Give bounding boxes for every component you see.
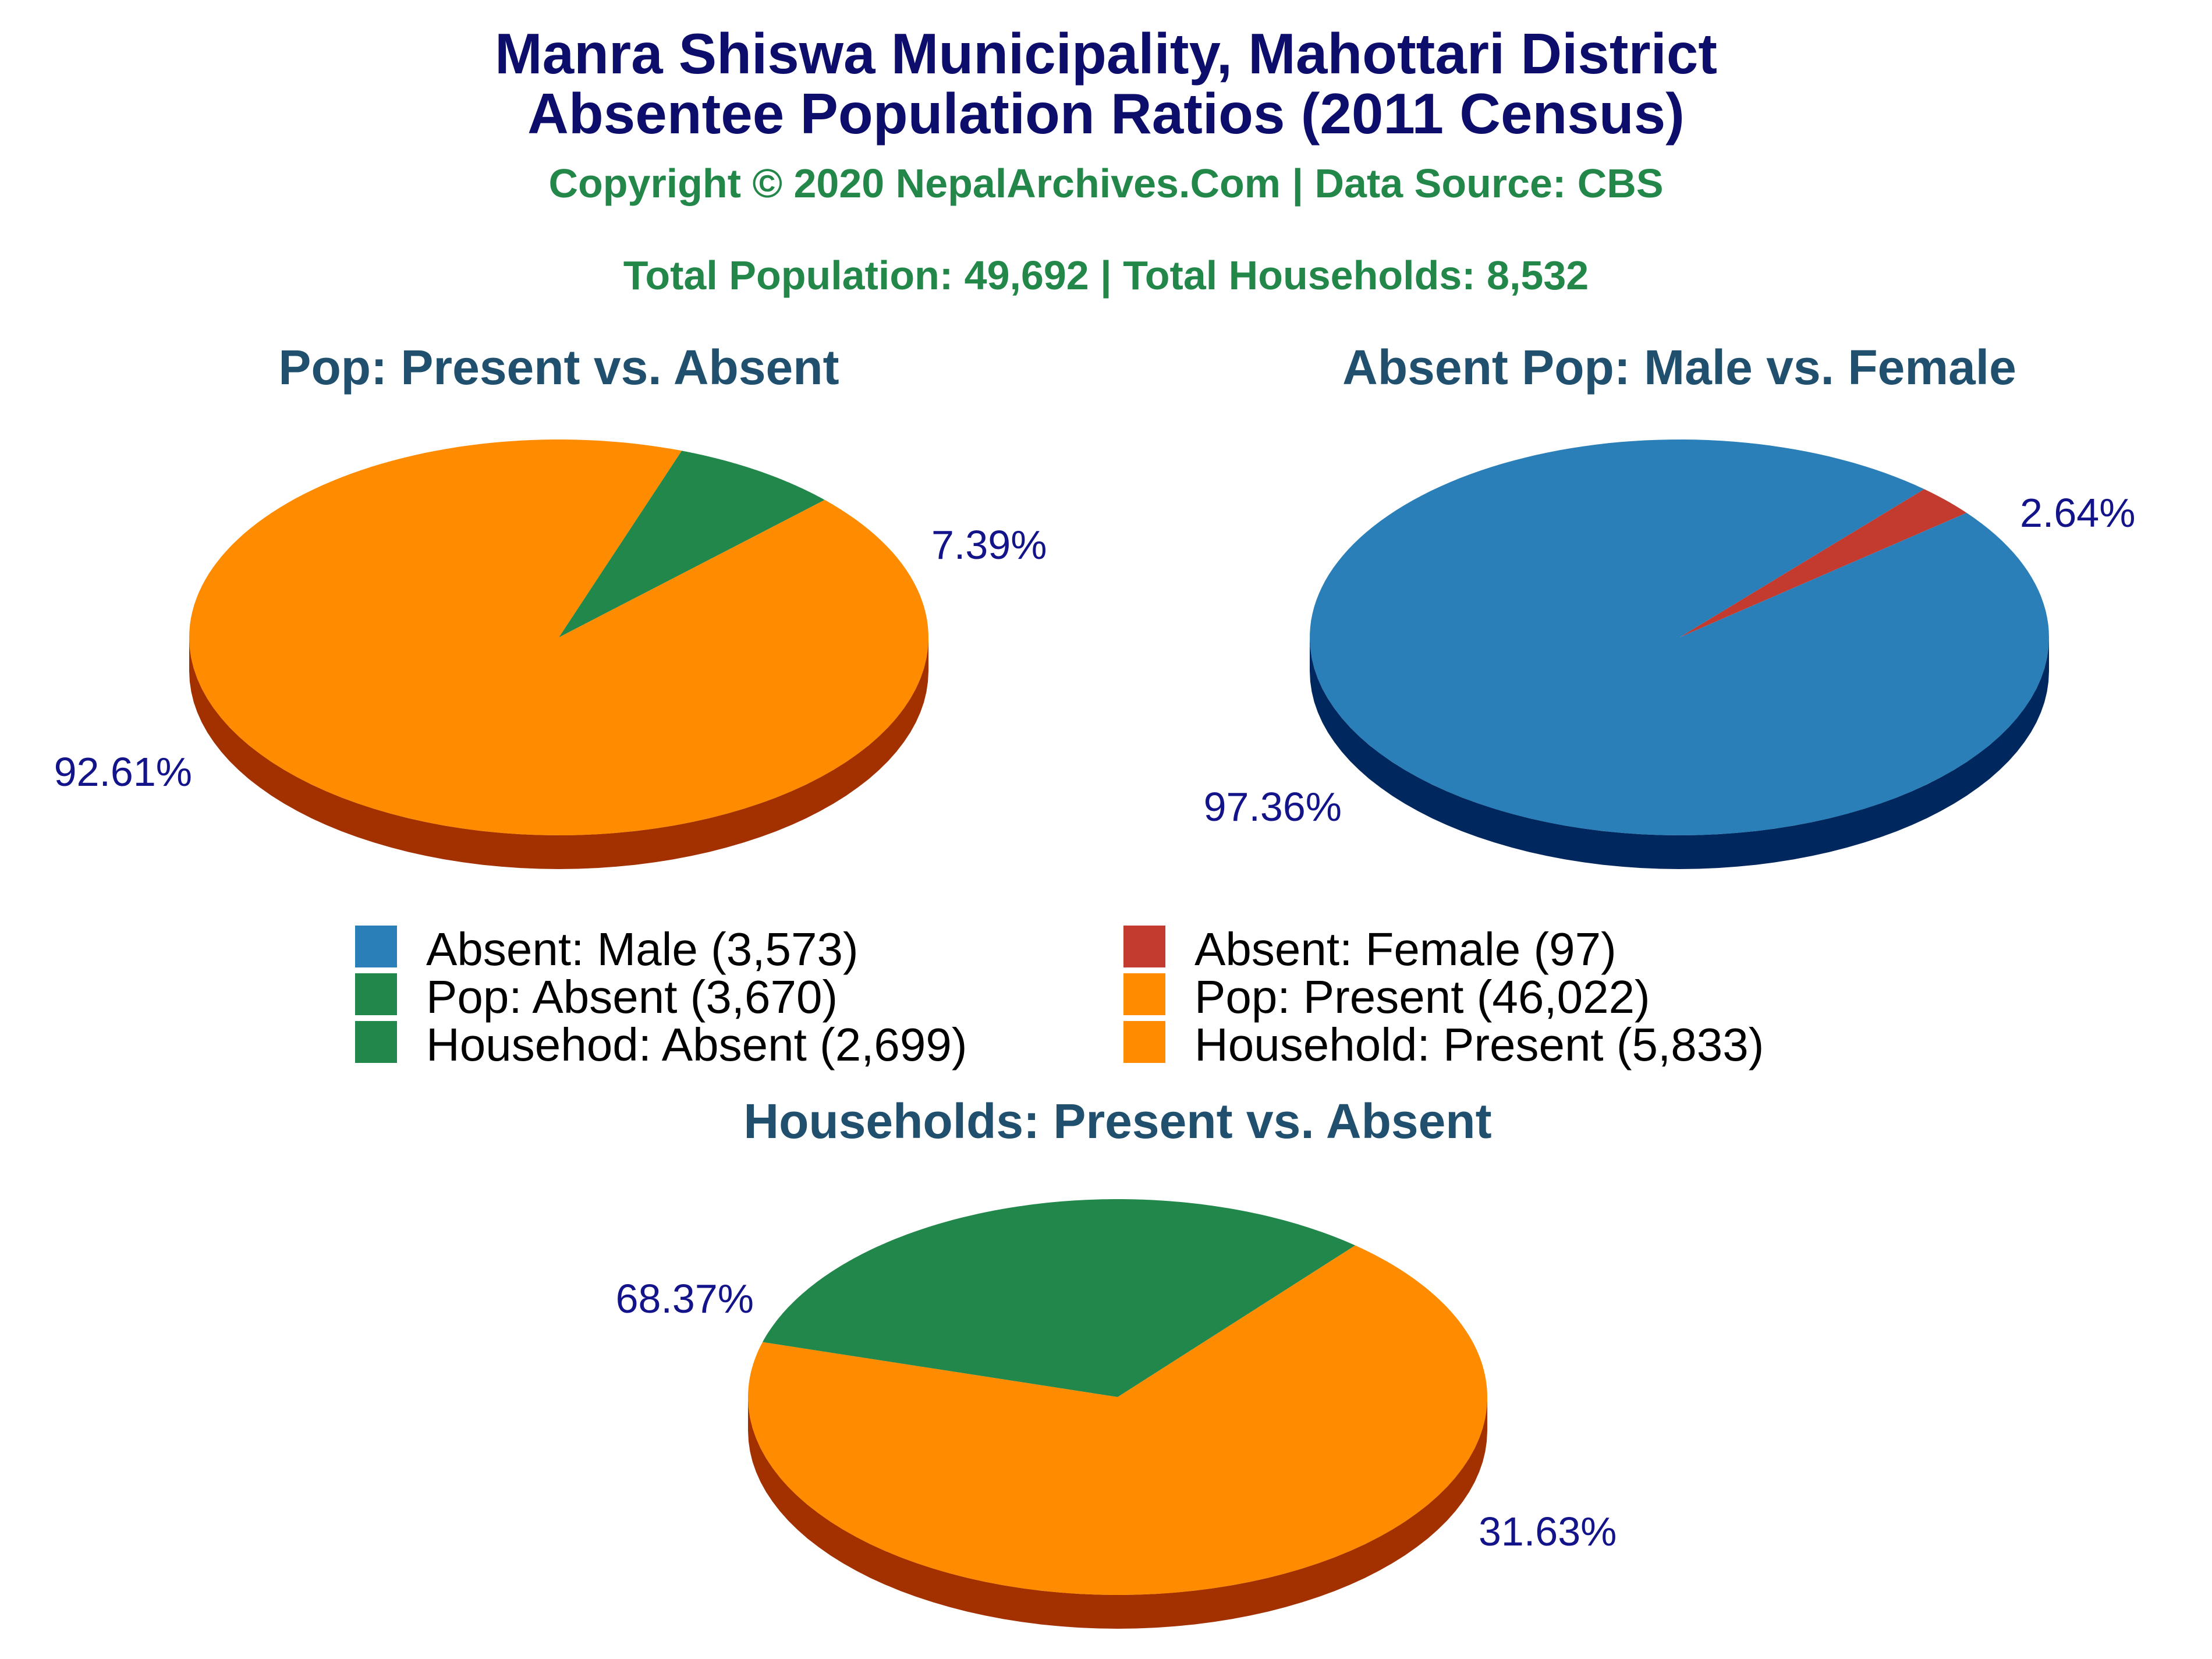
chart-title-line-2: Absentee Population Ratios (2011 Census) xyxy=(527,81,1685,146)
data-label: 97.36% xyxy=(1204,784,1342,830)
pie-side-household-present xyxy=(748,1397,1487,1629)
pie-slice-household-present xyxy=(748,1245,1487,1595)
legend-swatch xyxy=(355,973,397,1015)
legend-swatch xyxy=(355,1021,397,1063)
data-label: 7.39% xyxy=(931,522,1047,568)
pie-title: Absent Pop: Male vs. Female xyxy=(1342,340,2016,395)
legend-swatch xyxy=(1123,973,1165,1015)
pie-slice-absent-female xyxy=(1679,489,1967,637)
pie-slice-pop-present xyxy=(189,439,928,835)
pie-slice-household-absent xyxy=(763,1199,1356,1397)
legend-label: Pop: Absent (3,670) xyxy=(426,971,838,1023)
data-label: 2.64% xyxy=(2020,490,2135,536)
data-label: 92.61% xyxy=(54,749,192,795)
legend-label: Pop: Present (46,022) xyxy=(1194,971,1650,1023)
pie-slice-pop-absent xyxy=(559,451,825,637)
legend-swatch xyxy=(1123,1021,1165,1063)
pie-title: Households: Present vs. Absent xyxy=(743,1094,1491,1148)
legend-label: Househod: Absent (2,699) xyxy=(426,1019,967,1070)
data-label: 68.37% xyxy=(616,1276,754,1321)
data-label: 31.63% xyxy=(1479,1509,1617,1554)
legend-label: Absent: Female (97) xyxy=(1194,923,1617,975)
copyright-line: Copyright © 2020 NepalArchives.Com | Dat… xyxy=(548,161,1664,206)
legend-swatch xyxy=(355,926,397,967)
pie-slice-absent-male xyxy=(1310,439,2049,835)
totals-line: Total Population: 49,692 | Total Househo… xyxy=(623,253,1589,298)
pie-side-absent-male xyxy=(1310,637,2049,869)
legend-swatch xyxy=(1123,926,1165,967)
pie-title: Pop: Present vs. Absent xyxy=(278,340,839,395)
pie-side-pop-present xyxy=(189,637,928,869)
legend-label: Absent: Male (3,573) xyxy=(426,923,859,975)
chart-title-line-1: Manra Shiswa Municipality, Mahottari Dis… xyxy=(494,22,1718,86)
legend-label: Household: Present (5,833) xyxy=(1194,1019,1764,1070)
